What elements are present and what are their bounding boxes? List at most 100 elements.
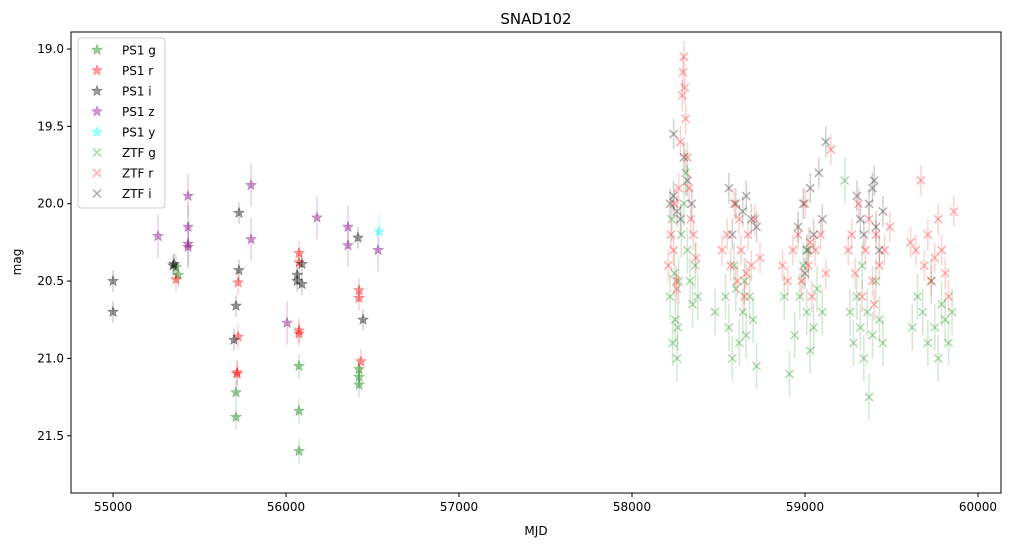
data-point (352, 378, 366, 390)
data-point (850, 268, 860, 278)
data-point (810, 245, 820, 255)
data-point (738, 307, 748, 317)
data-point (912, 291, 923, 302)
y-axis: 19.0 19.5 20.0 20.5 21.0 21.5 (37, 42, 71, 443)
data-point (341, 220, 355, 233)
data-point (292, 256, 306, 268)
data-point (679, 152, 689, 162)
data-point (677, 90, 687, 100)
data-point (800, 268, 810, 278)
data-point (947, 307, 957, 317)
y-tick-label: 19.5 (37, 119, 64, 133)
data-point (672, 353, 682, 363)
data-point (666, 230, 676, 240)
legend-entry: PS1 g (90, 44, 156, 58)
data-point (674, 183, 684, 193)
data-point (852, 291, 862, 302)
data-point (291, 268, 304, 280)
data-point (166, 259, 180, 271)
data-point (845, 307, 855, 317)
chart-title: SNAD102 (500, 10, 571, 28)
data-point (681, 114, 691, 124)
data-point (371, 243, 385, 256)
data-point (169, 260, 183, 273)
data-point (727, 353, 737, 363)
data-point (809, 322, 819, 333)
data-point (665, 291, 675, 302)
data-point (169, 273, 183, 285)
data-point (669, 268, 679, 278)
data-point (230, 367, 244, 379)
data-point (874, 315, 884, 325)
data-point (803, 261, 814, 271)
data-point (682, 245, 692, 255)
data-point (182, 237, 195, 250)
data-point (857, 291, 867, 302)
data-point (821, 268, 831, 278)
x-icon (92, 188, 102, 199)
data-point (816, 230, 826, 240)
y-tick-label: 20.0 (37, 197, 64, 211)
data-point (675, 214, 686, 224)
legend-box (77, 37, 166, 209)
data-point (739, 276, 750, 286)
x-icon (92, 168, 102, 178)
data-point (738, 206, 748, 217)
data-point (292, 359, 306, 372)
series-ztf-r (663, 41, 959, 320)
data-point (907, 322, 917, 333)
x-tick-label: 60000 (959, 500, 997, 514)
data-point (341, 239, 355, 251)
data-point (826, 145, 836, 155)
star-icon (90, 64, 104, 76)
data-point (741, 330, 751, 340)
data-point (751, 361, 762, 371)
data-point (722, 230, 732, 240)
data-point (751, 222, 762, 232)
data-point (710, 307, 720, 317)
data-point (685, 276, 695, 286)
data-point (930, 253, 940, 263)
y-tick-label: 21.0 (37, 351, 64, 365)
series-ps1-r (169, 240, 368, 387)
data-point (798, 261, 808, 271)
legend-label: ZTF i (122, 187, 152, 201)
data-point (675, 137, 686, 147)
data-point (783, 276, 793, 286)
data-point (805, 237, 815, 247)
data-point (739, 291, 750, 302)
legend-entry: ZTF g (92, 146, 156, 160)
data-point (878, 206, 888, 217)
data-point (310, 211, 324, 223)
legend-label: PS1 y (122, 126, 155, 140)
data-point (746, 261, 756, 271)
data-point (855, 322, 865, 333)
data-point (862, 307, 872, 317)
data-point (291, 274, 304, 287)
legend-label: PS1 g (122, 44, 156, 58)
data-point (871, 222, 881, 232)
data-point (871, 230, 881, 240)
data-point (802, 307, 812, 317)
data-point (668, 129, 679, 139)
data-point (734, 214, 744, 224)
data-point (182, 220, 195, 233)
x-tick-label: 56000 (267, 500, 305, 514)
data-point (937, 245, 947, 255)
legend-entry: PS1 y (90, 126, 155, 140)
data-point (727, 230, 737, 240)
data-point (687, 199, 697, 209)
data-point (352, 291, 366, 304)
data-point (796, 276, 807, 286)
data-point (292, 444, 306, 457)
data-point (732, 276, 743, 286)
data-point (717, 245, 727, 255)
data-point (679, 199, 689, 209)
data-point (232, 330, 245, 342)
data-point (671, 276, 681, 286)
data-point (746, 214, 756, 224)
data-point (354, 355, 368, 367)
data-point (905, 237, 916, 247)
data-point (911, 245, 921, 255)
x-tick-label: 59000 (786, 500, 824, 514)
